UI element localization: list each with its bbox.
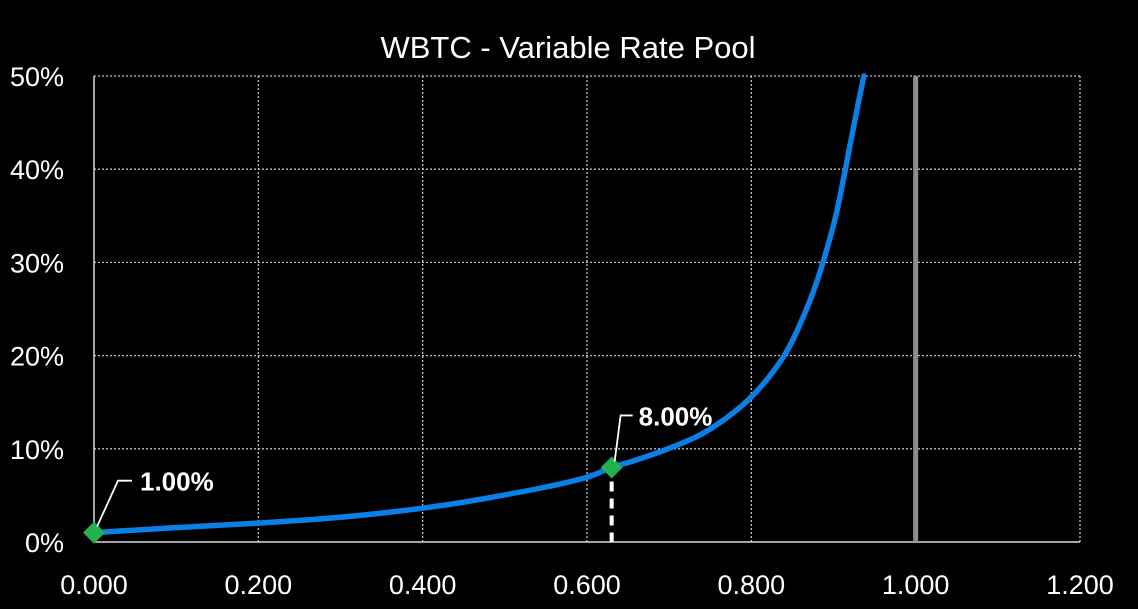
data-label: 1.00% [140,467,214,497]
x-tick-label: 0.400 [389,570,457,600]
x-tick-label: 1.000 [882,570,950,600]
data-label: 8.00% [639,401,713,431]
x-tick-label: 0.000 [60,570,128,600]
markers-group: 1.00% 8.00% [83,401,713,544]
data-point-marker [83,521,105,544]
x-tick-labels: 0.000 0.200 0.400 0.600 0.800 1.000 1.200 [60,570,1114,600]
series-group [91,73,867,536]
marker-leader-line [96,479,132,528]
y-tick-label: 40% [10,155,64,185]
y-tick-label: 30% [10,248,64,278]
x-tick-label: 0.800 [718,570,786,600]
x-tick-label: 1.200 [1046,570,1114,600]
y-tick-labels: 0% 10% 20% 30% 40% 50% [10,62,64,558]
rate-curve-line [91,73,867,536]
y-tick-label: 10% [10,435,64,465]
x-tick-label: 0.600 [553,570,621,600]
reference-lines [609,76,919,542]
marker-leader-line [613,414,633,462]
grid-lines [94,75,1081,542]
x-tick-label: 0.200 [225,570,293,600]
chart-title: WBTC - Variable Rate Pool [381,30,756,65]
y-tick-label: 50% [10,62,64,92]
y-tick-label: 20% [10,342,64,372]
y-tick-label: 0% [25,528,64,558]
data-point-marker [600,456,623,479]
